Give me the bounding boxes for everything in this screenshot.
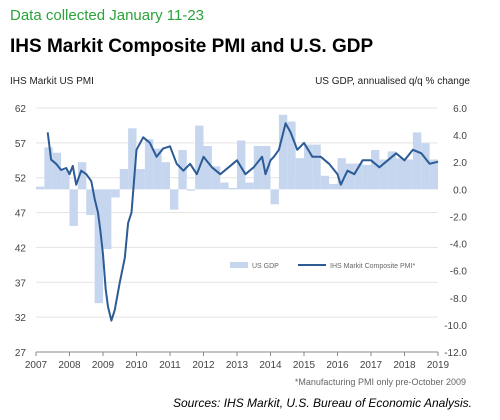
- gdp-bar: [312, 144, 321, 190]
- right-tick-label: -2.0: [450, 212, 468, 223]
- gdp-bar: [362, 164, 371, 190]
- x-tick-label: 2008: [58, 360, 81, 371]
- gdp-bar: [144, 139, 154, 190]
- x-tick-label: 2013: [226, 360, 249, 371]
- x-tick-label: 2018: [393, 360, 416, 371]
- gdp-bar: [396, 158, 405, 190]
- footnote: *Manufacturing PMI only pre-October 2009: [294, 377, 466, 387]
- gdp-bar: [237, 140, 246, 190]
- gdp-bar: [77, 162, 87, 190]
- gdp-bar: [228, 187, 237, 190]
- x-tick-label: 2010: [125, 360, 148, 371]
- gdp-bar: [245, 182, 254, 190]
- gdp-bars: [36, 114, 438, 304]
- gdp-bar: [404, 159, 413, 190]
- right-tick-label: 6.0: [453, 104, 467, 115]
- legend-swatch-gdp: [230, 262, 248, 268]
- gdp-bar: [44, 147, 53, 190]
- right-tick-label: -10.0: [444, 321, 467, 332]
- gdp-bar: [253, 145, 263, 190]
- gdp-bar: [429, 159, 438, 190]
- gdp-bar: [111, 189, 120, 198]
- gdp-bar: [345, 163, 355, 190]
- x-tick-label: 2015: [293, 360, 316, 371]
- x-tick-label: 2007: [25, 360, 48, 371]
- gdp-bar: [354, 163, 363, 190]
- gdp-bar: [220, 182, 229, 190]
- left-tick-label: 57: [15, 139, 27, 150]
- gdp-bar: [371, 150, 380, 190]
- gdp-bar: [270, 189, 279, 205]
- gdp-bar: [119, 169, 129, 190]
- x-tick-label: 2012: [192, 360, 215, 371]
- left-tick-label: 32: [15, 313, 27, 324]
- gdp-bar: [86, 189, 95, 216]
- gdp-bar: [136, 169, 145, 190]
- gdp-bar: [412, 132, 422, 190]
- gdp-bar: [337, 158, 346, 190]
- chart-title: IHS Markit Composite PMI and U.S. GDP: [10, 36, 374, 57]
- right-tick-label: 0.0: [453, 185, 467, 196]
- gdp-bar: [379, 159, 388, 190]
- x-tick-label: 2009: [92, 360, 115, 371]
- gdp-bar: [329, 183, 338, 190]
- gdp-bar: [278, 114, 288, 190]
- x-tick-label: 2011: [159, 360, 181, 371]
- pmi-line: [46, 122, 439, 322]
- gdp-bar: [195, 125, 204, 190]
- x-tick-label: 2017: [360, 360, 383, 371]
- pmi-line-layer: [46, 122, 439, 322]
- gdp-bar: [203, 145, 212, 190]
- right-axis-title: US GDP, annualised q/q % change: [315, 76, 470, 87]
- left-tick-label: 37: [15, 278, 27, 289]
- right-tick-label: -12.0: [444, 348, 467, 359]
- left-tick-label: 42: [15, 243, 27, 254]
- gdp-bar: [36, 186, 45, 190]
- gdp-bar: [304, 144, 313, 190]
- gdp-bar: [69, 189, 78, 226]
- right-tick-label: -8.0: [450, 294, 468, 305]
- gdp-bar: [128, 128, 137, 190]
- gdp-bar: [161, 162, 170, 190]
- legend-label-pmi: IHS Markit Composite PMI*: [330, 263, 415, 270]
- left-axis-title: IHS Markit US PMI: [10, 76, 94, 87]
- left-tick-label: 47: [15, 209, 27, 220]
- axes: 27 32 37 42 47 52 57 62 -12.0 -10.0 -8.0 -6.0 -4.0 -2…: [15, 104, 468, 371]
- gdp-bar: [61, 170, 70, 190]
- right-tick-label: 2.0: [453, 158, 467, 169]
- gdp-bar: [287, 121, 296, 190]
- gdp-bar: [295, 158, 304, 190]
- right-tick-label: -4.0: [450, 240, 468, 251]
- x-tick-label: 2019: [427, 360, 450, 371]
- left-tick-label: 27: [15, 348, 27, 359]
- gdp-bar: [262, 145, 271, 190]
- x-tick-label: 2014: [259, 360, 282, 371]
- gdp-bar: [211, 166, 221, 190]
- gdp-bar: [52, 152, 62, 190]
- x-tick-label: 2016: [326, 360, 349, 371]
- legend-label-gdp: US GDP: [252, 263, 279, 270]
- gdp-bar: [170, 189, 179, 210]
- gdp-bar: [153, 148, 162, 190]
- source-note: Sources: IHS Markit, U.S. Bureau of Econ…: [173, 396, 472, 410]
- gdp-bar: [421, 143, 430, 190]
- right-tick-label: -6.0: [450, 267, 468, 278]
- gdp-bar: [186, 189, 196, 191]
- chart-subtitle: Data collected January 11-23: [10, 7, 205, 24]
- left-tick-label: 62: [15, 104, 27, 115]
- gdp-bar: [387, 151, 397, 190]
- legend: US GDP IHS Markit Composite PMI*: [230, 262, 415, 270]
- gdp-bar: [94, 189, 103, 304]
- left-tick-label: 52: [15, 174, 27, 185]
- gdp-bar: [320, 175, 330, 190]
- right-tick-label: 4.0: [453, 131, 467, 142]
- gdp-bar: [103, 189, 112, 249]
